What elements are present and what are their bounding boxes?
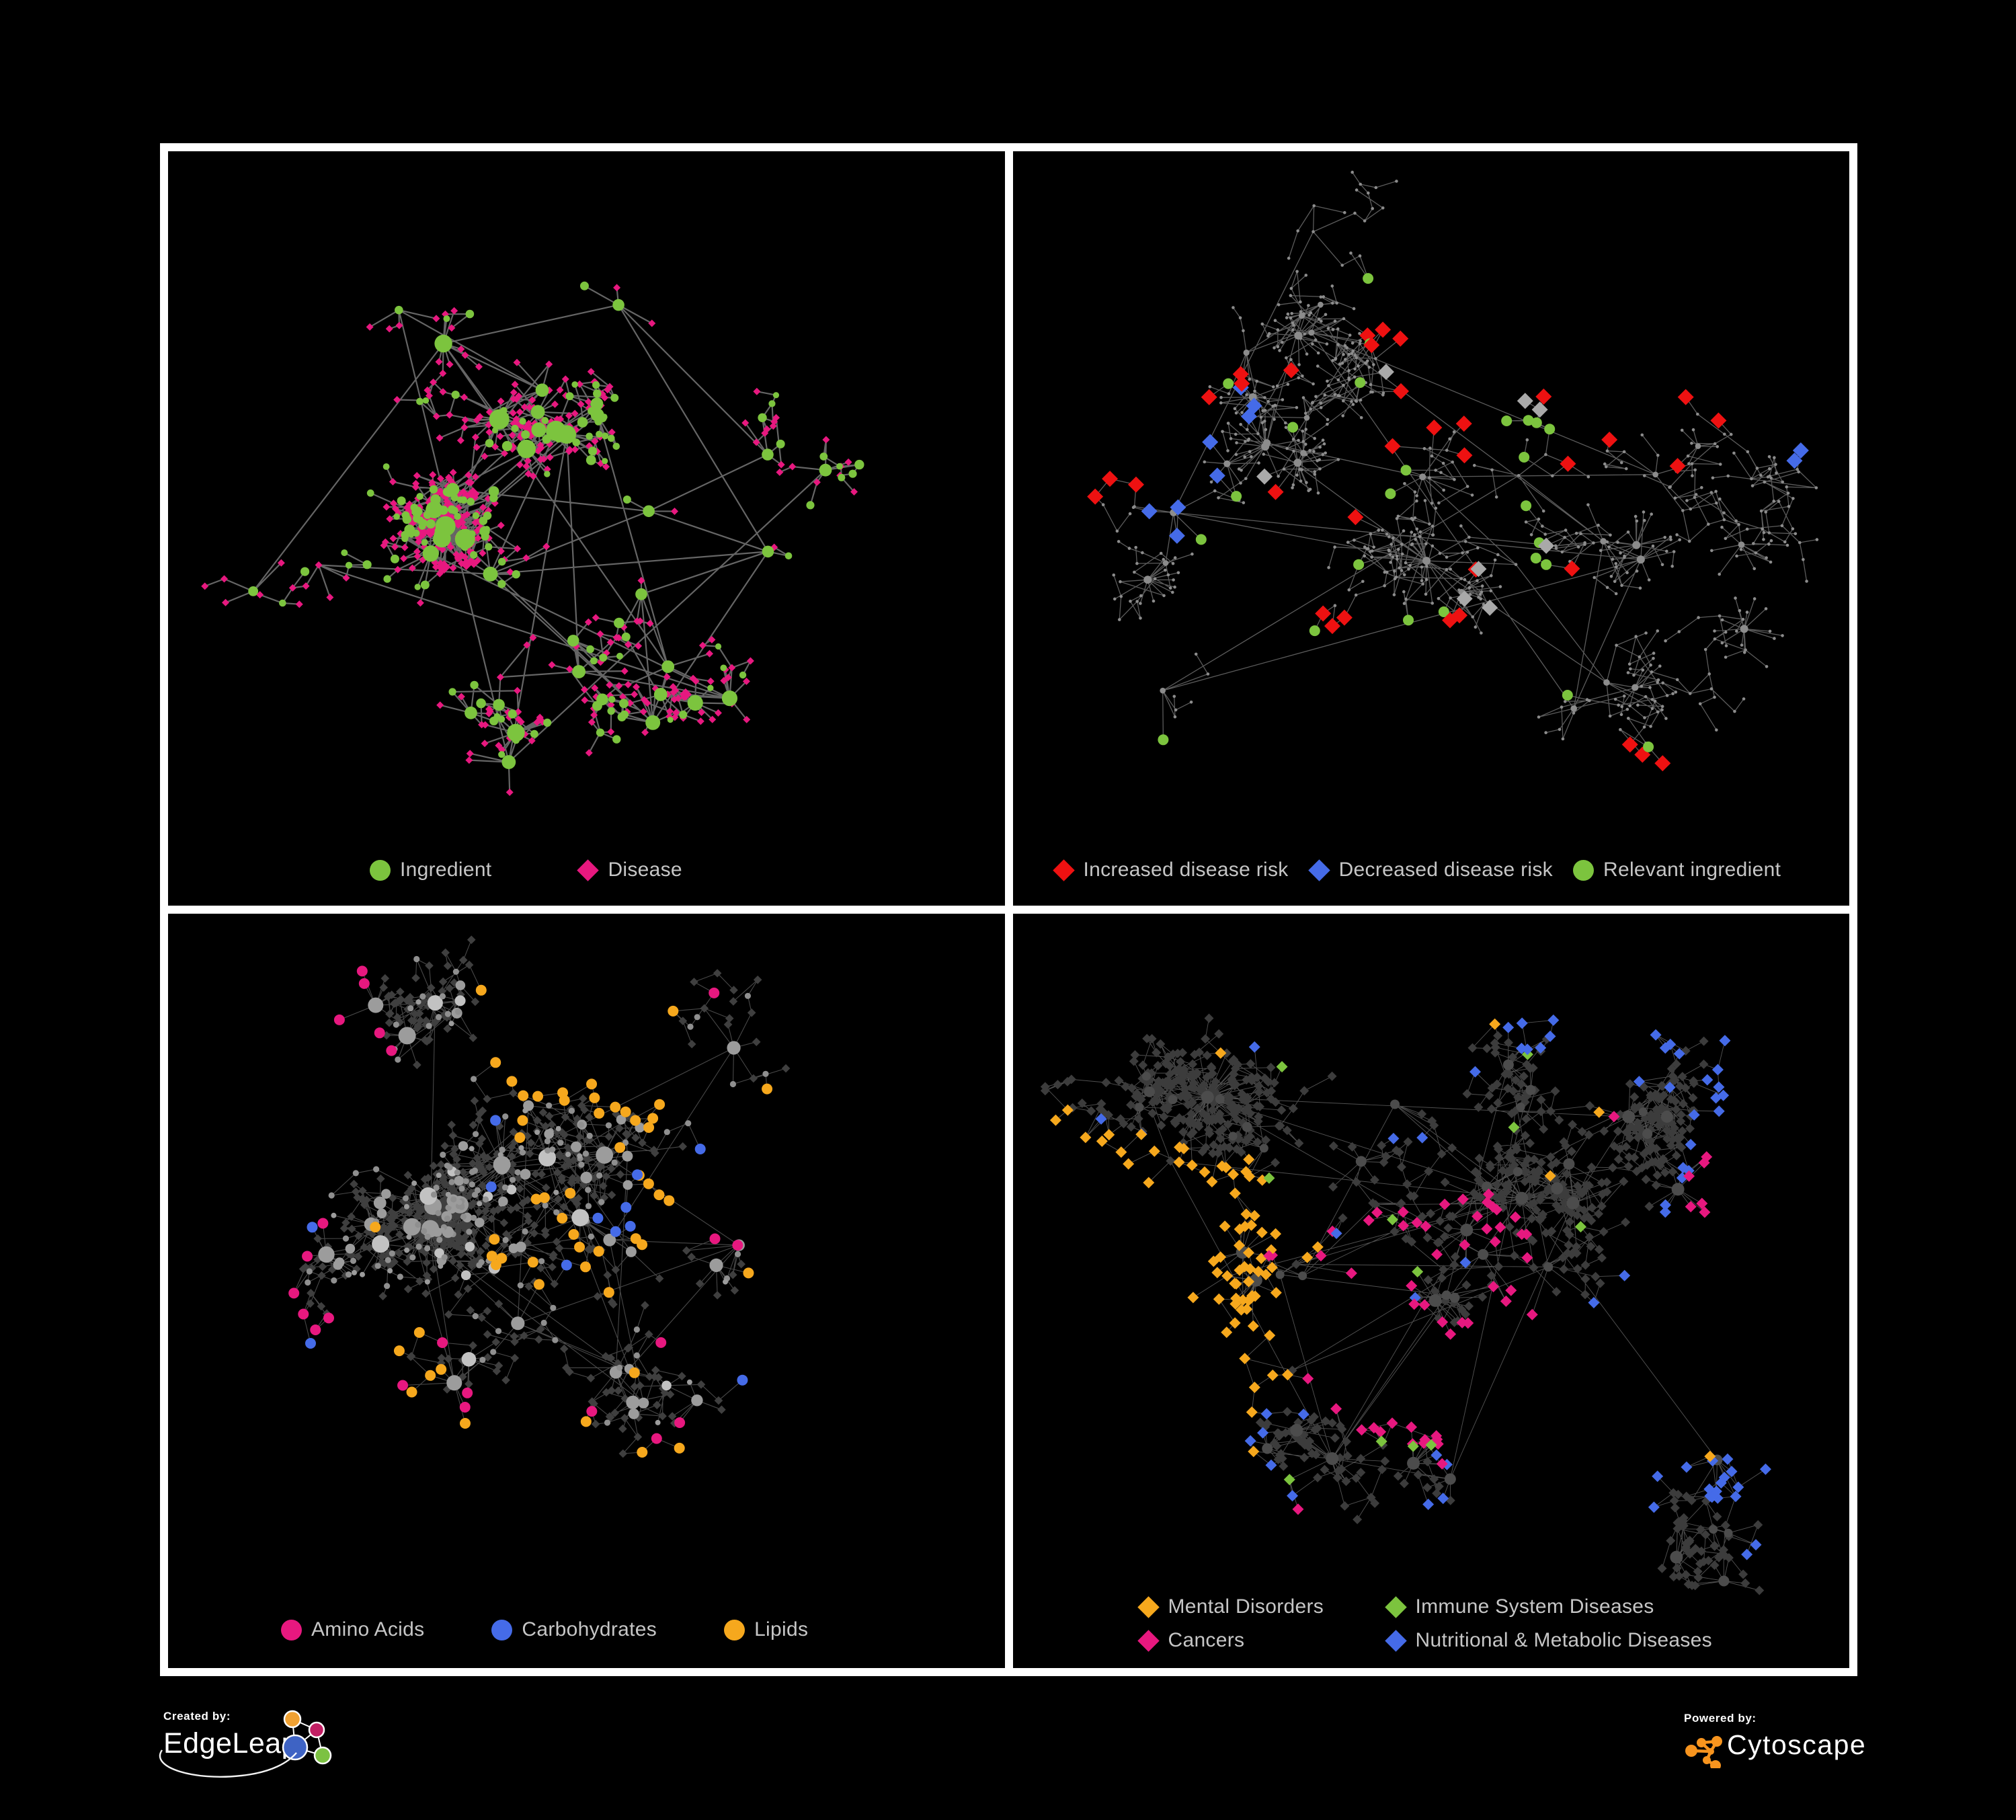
legend-item-amino-acids: Amino Acids: [281, 1618, 424, 1641]
legend-item-decreased-disease-risk: Decreased disease risk: [1307, 859, 1553, 881]
legend-disease-risk: Increased disease risk Decreased disease …: [1052, 859, 1781, 881]
legend-label: Relevant ingredient: [1603, 859, 1781, 881]
legend-label: Lipids: [754, 1618, 809, 1640]
legend-label: Mental Disorders: [1168, 1595, 1324, 1618]
legend-item-immune-system-diseases: Immune System Diseases: [1384, 1595, 1712, 1618]
legend-swatch-diamond: [577, 859, 600, 881]
legend-item-carbohydrates: Carbohydrates: [491, 1618, 657, 1641]
legend-swatch-diamond: [1384, 1595, 1407, 1618]
legend-label: Cancers: [1168, 1629, 1245, 1651]
legend-label: Disease: [608, 859, 682, 881]
legend-swatch-circle: [491, 1619, 513, 1640]
legend-label: Carbohydrates: [522, 1618, 657, 1640]
cytoscape-credit: Powered by: Cytoscape: [1684, 1712, 1886, 1786]
legend-disease-classes: Mental Disorders Immune System Diseases Ca…: [1137, 1595, 1712, 1652]
legend-ingredient-disease: Ingredient Disease: [370, 859, 682, 881]
legend-item-increased-disease-risk: Increased disease risk: [1052, 859, 1289, 881]
edgeleap-logo-icon: [282, 1710, 332, 1765]
legend-item-relevant-ingredient: Relevant ingredient: [1573, 859, 1781, 881]
panel-nutrient-classes: Amino Acids Carbohydrates Lipids: [168, 914, 1005, 1668]
cytoscape-wordmark: Cytoscape: [1727, 1729, 1867, 1760]
legend-item-ingredient: Ingredient: [370, 859, 491, 881]
panel-disease-classes: Mental Disorders Immune System Diseases Ca…: [1012, 914, 1849, 1668]
legend-swatch-diamond: [1137, 1629, 1160, 1652]
legend-label: Ingredient: [400, 859, 492, 881]
powered-by-label: Powered by:: [1684, 1712, 1757, 1725]
network-graph-disease-classes: [1040, 1013, 1771, 1595]
legend-label: Immune System Diseases: [1415, 1595, 1654, 1618]
legend-swatch-diamond: [1052, 859, 1075, 881]
network-graph-nutrient-classes: [288, 935, 791, 1458]
panel-ingredient-disease: Ingredient Disease: [168, 151, 1005, 906]
legend-item-nutritional-metabolic-diseases: Nutritional & Metabolic Diseases: [1384, 1629, 1712, 1652]
legend-swatch-circle: [724, 1619, 745, 1640]
legend-label: Amino Acids: [311, 1618, 425, 1640]
created-by-label: Created by:: [163, 1710, 231, 1723]
legend-item-disease: Disease: [577, 859, 682, 881]
panel-disease-risk: Increased disease risk Decreased disease …: [1012, 151, 1849, 906]
legend-item-mental-disorders: Mental Disorders: [1137, 1595, 1385, 1618]
legend-item-cancers: Cancers: [1137, 1629, 1385, 1652]
network-graph-disease-risk: [1086, 170, 1818, 772]
network-graph-ingredient-disease: [201, 281, 864, 796]
legend-swatch-diamond: [1384, 1629, 1407, 1652]
legend-item-lipids: Lipids: [724, 1618, 808, 1641]
legend-nutrient-classes: Amino Acids Carbohydrates Lipids: [281, 1618, 808, 1641]
edgeleap-credit: Created by: EdgeLeap: [159, 1710, 365, 1804]
cytoscape-logo-icon: [1685, 1736, 1722, 1768]
legend-swatch-circle: [281, 1619, 302, 1640]
legend-swatch-diamond: [1307, 859, 1330, 881]
legend-swatch-circle: [370, 859, 391, 881]
panel-grid: Ingredient Disease Increased disease risk…: [160, 143, 1857, 1676]
legend-label: Decreased disease risk: [1338, 859, 1553, 881]
legend-label: Nutritional & Metabolic Diseases: [1415, 1629, 1712, 1651]
legend-label: Increased disease risk: [1083, 859, 1289, 881]
legend-swatch-diamond: [1137, 1595, 1160, 1618]
legend-swatch-circle: [1573, 859, 1594, 881]
